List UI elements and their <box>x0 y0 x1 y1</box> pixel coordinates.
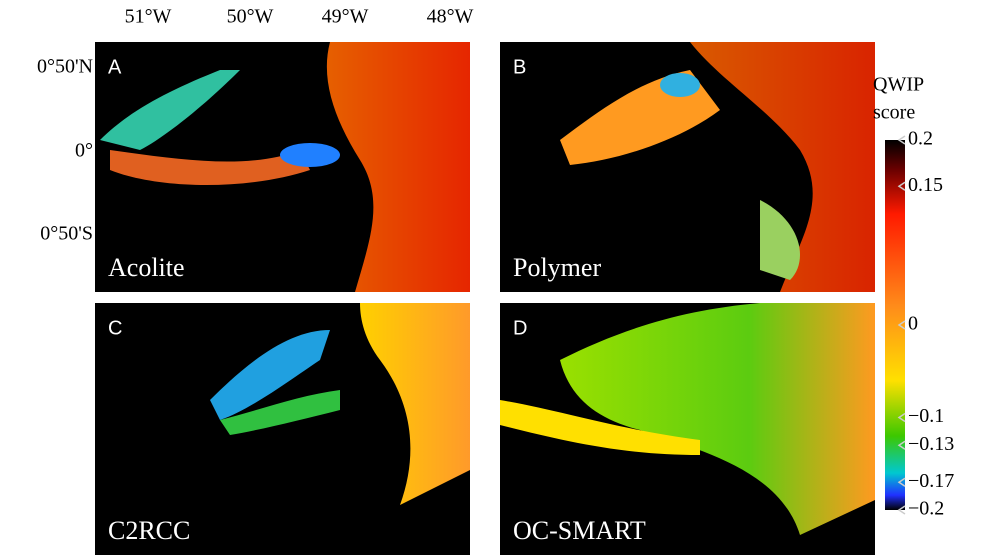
x-axis-label: 48°W <box>427 6 474 28</box>
colorbar-tick-label: −0.17 <box>908 470 954 492</box>
y-axis-label: 0°50'S <box>40 223 93 245</box>
x-axis-label: 51°W <box>125 6 172 28</box>
colorbar-tick-label: 0.15 <box>908 174 943 196</box>
panel-letter: C <box>108 317 122 339</box>
panel-name: Polymer <box>513 253 601 282</box>
colorbar-tick-label: 0 <box>908 313 918 335</box>
x-axis-label: 50°W <box>227 6 274 28</box>
colorbar-title: QWIP <box>873 74 924 96</box>
colorbar-tick-label: −0.1 <box>908 405 944 427</box>
y-axis-label: 0° <box>75 140 93 162</box>
colorbar-title: score <box>873 102 915 124</box>
colorbar-tick-label: 0.2 <box>908 128 933 150</box>
panel-letter: B <box>513 56 526 78</box>
colorbar-tick-label: −0.13 <box>908 433 954 455</box>
colorbar <box>885 140 905 510</box>
panel-letter: A <box>108 56 122 78</box>
x-axis-label: 49°W <box>322 6 369 28</box>
panel-letter: D <box>513 317 527 339</box>
panel-name: C2RCC <box>108 516 190 545</box>
figure: 51°W 50°W 49°W 48°W 0°50'N 0° 0°50'S A Acolite B P… <box>0 0 984 555</box>
panel-name: Acolite <box>108 253 185 282</box>
panel-name: OC-SMART <box>513 516 646 545</box>
colorbar-tick-label: −0.2 <box>908 498 944 520</box>
y-axis-label: 0°50'N <box>37 56 93 78</box>
